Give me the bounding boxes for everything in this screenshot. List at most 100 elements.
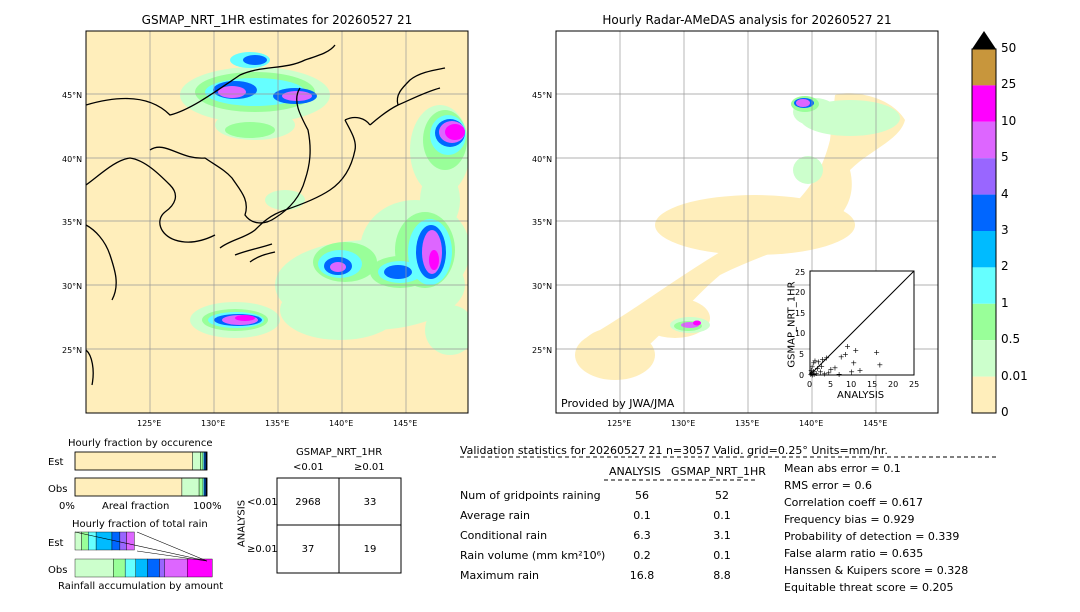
bar-segment (126, 531, 135, 551)
score-correlation: Correlation coeff = 0.617 (784, 496, 923, 509)
right-lat-tick-35: 35°N (532, 218, 553, 227)
scatter-point: + (821, 369, 828, 378)
right-lon-tick-125: 125°E (607, 419, 632, 428)
right-lon-tick-130: 130°E (671, 419, 696, 428)
scatter-xtick-0: 0 (807, 380, 813, 389)
scatter-ytick-20: 20 (795, 288, 806, 297)
left-lon-tick-140: 140°E (329, 419, 354, 428)
scatter-ytick-0: 0 (799, 371, 805, 380)
left-map-title: GSMAP_NRT_1HR estimates for 20260527 21 (141, 13, 413, 27)
validation-row-analysis: 0.2 (633, 549, 651, 562)
bar-segment (74, 451, 193, 471)
scatter-point: + (873, 348, 880, 357)
right-lon-tick-135: 135°E (735, 419, 760, 428)
left-map-coastline (86, 44, 446, 386)
validation-row-analysis: 0.1 (633, 509, 651, 522)
validation-header: Validation statistics for 20260527 21 n=… (460, 444, 888, 457)
scatter-point: + (825, 369, 832, 378)
colorbar-segment (972, 158, 996, 195)
validation-row-gsmap: 8.8 (713, 569, 731, 582)
left-lon-tick-130: 130°E (201, 419, 226, 428)
scatter-point: + (810, 359, 817, 368)
bar-segment (159, 558, 165, 578)
validation-row-label: Rain volume (mm km²10⁶) (460, 549, 606, 562)
colorbar-segment (972, 340, 996, 377)
right-map-title: Hourly Radar-AMeDAS analysis for 2026052… (602, 13, 892, 27)
scatter-point: + (877, 361, 884, 370)
scatter-xtick-15: 15 (867, 380, 878, 389)
rain-fraction-cat-est: Est (48, 538, 64, 549)
contingency-row-lt: <0.01 (247, 497, 278, 508)
left-map-rain-field (86, 31, 468, 413)
score-rmse: RMS error = 0.6 (784, 479, 872, 492)
validation-row-gsmap: 0.1 (713, 509, 731, 522)
contingency-col-lt: <0.01 (293, 462, 324, 473)
colorbar-label: 2 (1001, 259, 1009, 274)
validation-col-gsmap: GSMAP_NRT_1HR (671, 465, 766, 478)
scatter-point: + (852, 346, 859, 355)
left-lon-tick-135: 135°E (265, 419, 290, 428)
scatter-point: + (836, 370, 843, 379)
rain-fraction-xlabel: Rainfall accumulation by amount (58, 581, 224, 592)
scatter-point: + (812, 356, 819, 365)
colorbar-segment (972, 303, 996, 341)
right-lat-tick-40: 40°N (532, 155, 553, 164)
score-ets: Equitable threat score = 0.205 (784, 581, 954, 594)
scatter-xtick-25: 25 (909, 380, 920, 389)
left-lon-tick-145: 145°E (393, 419, 418, 428)
colorbar-extend-arrow (972, 31, 996, 49)
validation-row-gsmap: 3.1 (713, 529, 731, 542)
bar-segment (124, 558, 136, 578)
validation-col-analysis: ANALYSIS (609, 465, 661, 478)
score-pod: Probability of detection = 0.339 (784, 530, 960, 543)
scatter-points: ++++++++++++++++++++++++++++++ (807, 342, 883, 380)
colorbar-segment (972, 121, 996, 159)
scatter-point: + (808, 366, 815, 375)
data-credit: Provided by JWA/JMA (561, 397, 675, 410)
bar-segment (87, 531, 97, 551)
colorbar-segment (972, 376, 996, 413)
left-lat-tick-25: 25°N (62, 346, 83, 355)
occurrence-xtick-0: 0% (59, 501, 75, 512)
scatter-point: + (814, 364, 821, 373)
score-far: False alarm ratio = 0.635 (784, 547, 924, 560)
colorbar (972, 49, 996, 413)
bar-segment (198, 477, 204, 497)
right-lon-tick-140: 140°E (799, 419, 824, 428)
colorbar-segment (972, 231, 996, 268)
scatter-point: + (857, 366, 864, 375)
colorbar-label: 1 (1001, 295, 1009, 310)
scatter-ytick-15: 15 (795, 309, 806, 318)
occurrence-title: Hourly fraction by occurence (68, 438, 213, 449)
left-lat-tick-45: 45°N (62, 91, 83, 100)
validation-row-label: Maximum rain (460, 569, 539, 582)
bar-segment (200, 451, 204, 471)
scatter-xtick-5: 5 (828, 380, 834, 389)
bar-segment (119, 531, 127, 551)
validation-row-analysis: 6.3 (633, 529, 651, 542)
contingency-cell-01: 33 (363, 497, 377, 508)
colorbar-segment (972, 49, 996, 86)
occurrence-cat-est: Est (48, 457, 64, 468)
contingency-cell-00: 2968 (295, 497, 321, 508)
contingency-col-ge: ≥0.01 (354, 462, 385, 473)
bar-segment (113, 558, 126, 578)
colorbar-label: 0.01 (1001, 368, 1028, 383)
left-lat-tick-30: 30°N (62, 282, 83, 291)
validation-row-gsmap: 0.1 (713, 549, 731, 562)
score-mae: Mean abs error = 0.1 (784, 462, 901, 475)
colorbar-label: 50 (1001, 41, 1017, 55)
scatter-ylabel: GSMAP_NRT_1HR (786, 281, 798, 368)
contingency-grid (276, 477, 402, 574)
scatter-point: + (807, 370, 814, 379)
scatter-point: + (808, 369, 815, 378)
score-hk: Hanssen & Kuipers score = 0.328 (784, 564, 969, 577)
colorbar-label: 3 (1001, 223, 1009, 237)
left-lon-tick-125: 125°E (137, 419, 162, 428)
left-lat-tick-40: 40°N (62, 155, 83, 164)
scatter-inset: ++++++++++++++++++++++++++++++ (807, 270, 915, 380)
score-frequency-bias: Frequency bias = 0.929 (784, 513, 915, 526)
scatter-point: + (848, 368, 855, 377)
contingency-title: GSMAP_NRT_1HR (296, 447, 383, 458)
